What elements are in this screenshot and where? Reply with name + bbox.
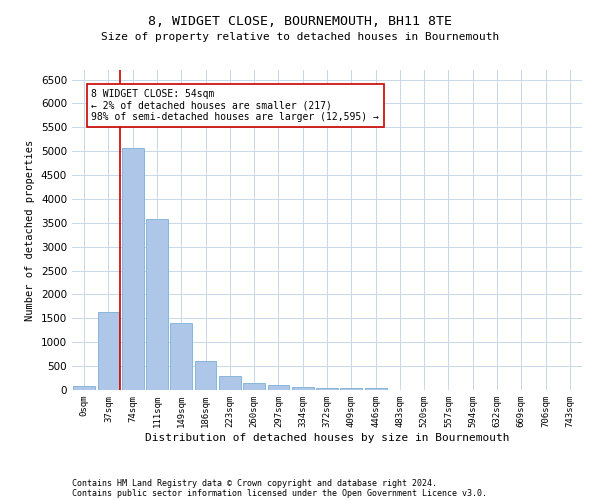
Bar bbox=[194, 360, 217, 390]
Bar bbox=[365, 388, 386, 390]
Bar bbox=[170, 322, 192, 390]
Text: 8 WIDGET CLOSE: 54sqm
← 2% of detached houses are smaller (217)
98% of semi-deta: 8 WIDGET CLOSE: 54sqm ← 2% of detached h… bbox=[91, 89, 379, 122]
Bar bbox=[97, 312, 119, 390]
Bar bbox=[268, 386, 289, 390]
Text: Contains HM Land Registry data © Crown copyright and database right 2024.: Contains HM Land Registry data © Crown c… bbox=[72, 478, 437, 488]
Bar bbox=[73, 386, 95, 390]
Text: Contains public sector information licensed under the Open Government Licence v3: Contains public sector information licen… bbox=[72, 488, 487, 498]
Bar bbox=[219, 376, 241, 390]
Bar bbox=[243, 382, 265, 390]
Y-axis label: Number of detached properties: Number of detached properties bbox=[25, 140, 35, 320]
Bar bbox=[340, 388, 362, 390]
Bar bbox=[292, 387, 314, 390]
Bar bbox=[146, 219, 168, 390]
Text: 8, WIDGET CLOSE, BOURNEMOUTH, BH11 8TE: 8, WIDGET CLOSE, BOURNEMOUTH, BH11 8TE bbox=[148, 15, 452, 28]
Bar bbox=[122, 148, 143, 390]
Bar bbox=[316, 388, 338, 390]
X-axis label: Distribution of detached houses by size in Bournemouth: Distribution of detached houses by size … bbox=[145, 432, 509, 442]
Text: Size of property relative to detached houses in Bournemouth: Size of property relative to detached ho… bbox=[101, 32, 499, 42]
